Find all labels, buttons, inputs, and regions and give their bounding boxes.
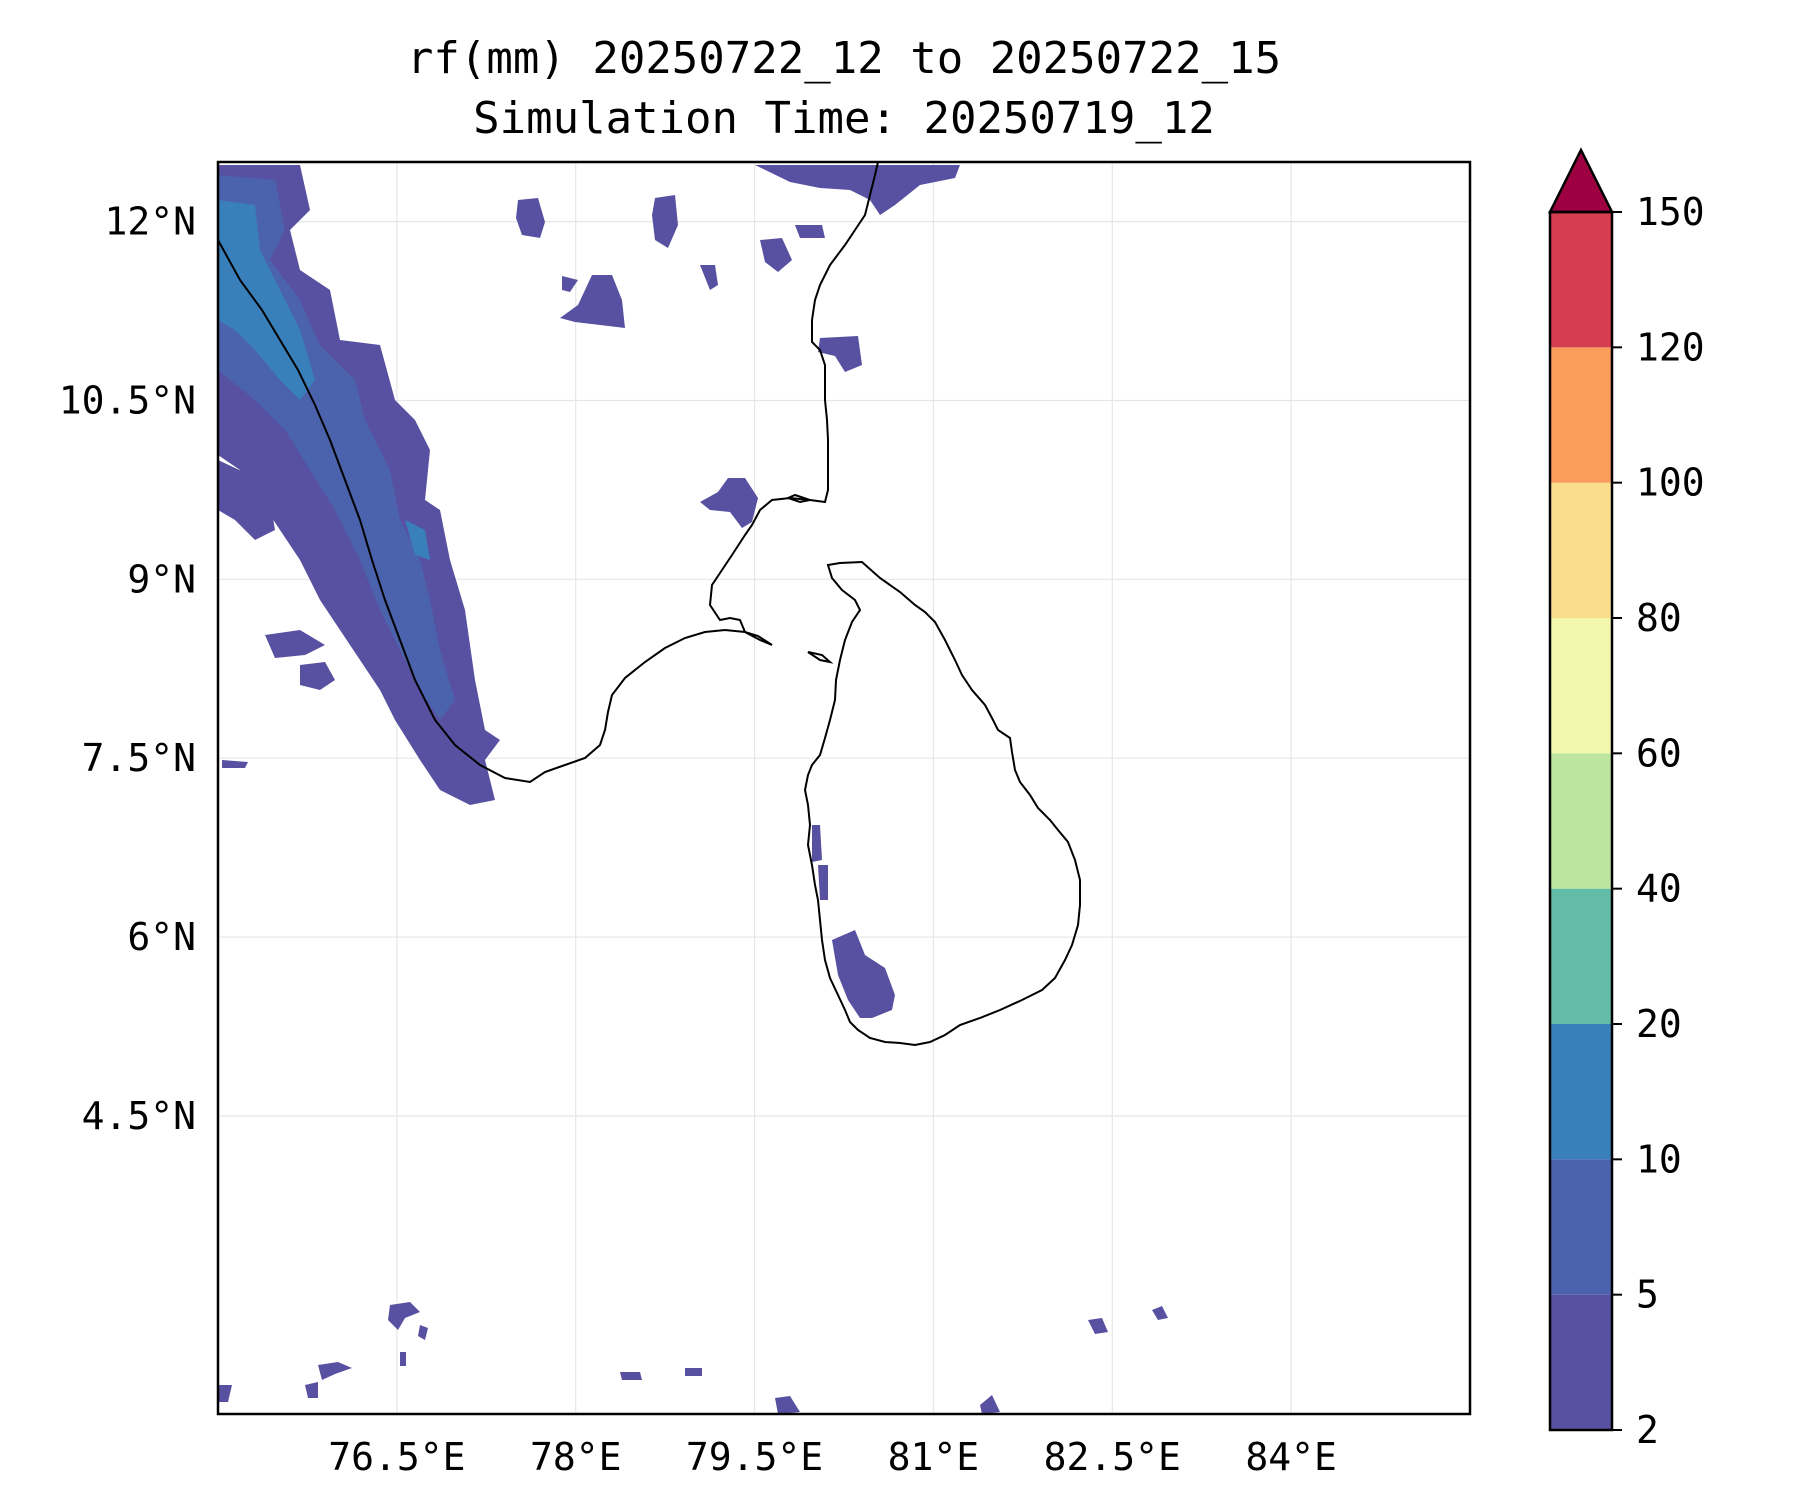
lat-tick-label: 4.5°N bbox=[82, 1094, 196, 1138]
rainfall-patch-north-6 bbox=[818, 336, 862, 372]
lat-tick-label: 9°N bbox=[127, 557, 196, 601]
map-background bbox=[218, 162, 1470, 1414]
rainfall-patch-south-8 bbox=[400, 1352, 406, 1366]
lon-tick-label: 82.5°E bbox=[1044, 1435, 1181, 1479]
colorbar-bin bbox=[1550, 1159, 1612, 1295]
rainfall-patch-palk-bay bbox=[700, 478, 758, 528]
rainfall-patch-north-3 bbox=[560, 275, 625, 328]
rainfall-patch-north-7 bbox=[755, 165, 960, 215]
latitude-ticks: 12°N 10.5°N 9°N 7.5°N 6°N 4.5°N bbox=[59, 200, 196, 1138]
lat-tick-label: 12°N bbox=[104, 200, 196, 244]
rainfall-patch-south-1 bbox=[388, 1302, 420, 1330]
longitude-ticks: 76.5°E 78°E 79.5°E 81°E 82.5°E 84°E bbox=[328, 1435, 1337, 1479]
colorbar-tick-label: 120 bbox=[1636, 325, 1705, 369]
lon-tick-label: 79.5°E bbox=[686, 1435, 823, 1479]
coastline-india bbox=[218, 162, 879, 784]
rainfall-patch-offshore-3 bbox=[300, 662, 335, 690]
rainfall-patch-north-5 bbox=[795, 225, 825, 238]
lat-tick-label: 7.5°N bbox=[82, 736, 196, 780]
rainfall-patch-sri-lanka-west-2 bbox=[818, 865, 828, 900]
lon-tick-label: 78°E bbox=[530, 1435, 622, 1479]
lon-tick-label: 84°E bbox=[1245, 1435, 1337, 1479]
rainfall-patch-south-3 bbox=[1088, 1318, 1108, 1334]
colorbar: 2 5 10 20 40 60 80 100 120 150 bbox=[1547, 147, 1705, 1452]
coastline bbox=[218, 162, 1081, 1047]
colorbar-tick-label: 80 bbox=[1636, 596, 1682, 640]
rainfall-patch-south-7 bbox=[418, 1325, 428, 1340]
rainfall-patch-south-12 bbox=[218, 1385, 232, 1402]
lon-tick-label: 76.5°E bbox=[328, 1435, 465, 1479]
rainfall-patch-south-2 bbox=[318, 1362, 352, 1380]
rainfall-patch-sri-lanka-southwest bbox=[832, 930, 895, 1018]
rainfall-patch-south-10 bbox=[685, 1368, 702, 1376]
colorbar-tick-label: 5 bbox=[1636, 1273, 1659, 1317]
colorbar-bin bbox=[1550, 888, 1612, 1024]
rainfall-patch-sri-lanka-west bbox=[812, 825, 822, 862]
coastline-mannar-island bbox=[807, 651, 834, 664]
colorbar-bin bbox=[1550, 1294, 1612, 1430]
colorbar-tick-label: 40 bbox=[1636, 867, 1682, 911]
colorbar-bin bbox=[1550, 618, 1612, 754]
colorbar-tick-label: 150 bbox=[1636, 190, 1705, 234]
colorbar-bin bbox=[1550, 347, 1612, 483]
rainfall-area-west-coast-heavy bbox=[218, 200, 315, 400]
rainfall-patch-north-2 bbox=[652, 195, 678, 248]
colorbar-bin bbox=[1550, 482, 1612, 618]
rainfall-patch-north-8 bbox=[700, 265, 718, 290]
colorbar-bin bbox=[1550, 1024, 1612, 1160]
colorbar-tick-label: 100 bbox=[1636, 461, 1705, 505]
rainfall-patch-south-6 bbox=[980, 1395, 1000, 1414]
map-subtitle: Simulation Time: 20250719_12 bbox=[473, 93, 1215, 144]
lat-tick-label: 6°N bbox=[127, 915, 196, 959]
rainfall-patch-south-9 bbox=[620, 1372, 642, 1380]
map-title: rf(mm) 20250722_12 to 20250722_15 bbox=[406, 33, 1282, 84]
colorbar-tick-label: 10 bbox=[1636, 1137, 1682, 1181]
coastline-sri-lanka bbox=[803, 560, 1081, 1047]
rainfall-patch-offshore-4 bbox=[222, 760, 248, 768]
rainfall-patch-south-4 bbox=[1152, 1306, 1168, 1320]
colorbar-extend-arrow bbox=[1547, 147, 1615, 214]
lon-tick-label: 81°E bbox=[888, 1435, 980, 1479]
rainfall-patch-north-1 bbox=[516, 198, 545, 238]
rainfall-patch-north-9 bbox=[562, 276, 578, 292]
rainfall-patch-offshore-1 bbox=[218, 460, 275, 540]
coastline-rameswaram bbox=[785, 493, 814, 504]
colorbar-bin bbox=[1550, 753, 1612, 889]
colorbar-tick-label: 2 bbox=[1636, 1408, 1659, 1452]
colorbar-tick-label: 60 bbox=[1636, 731, 1682, 775]
colorbar-frame bbox=[1548, 210, 1614, 1432]
lat-tick-label: 10.5°N bbox=[59, 378, 196, 422]
rainfall-patch-north-4 bbox=[760, 238, 792, 272]
colorbar-tick-label: 20 bbox=[1636, 1002, 1682, 1046]
rainfall-patch-south-5 bbox=[775, 1396, 800, 1414]
map-frame bbox=[216, 160, 1472, 1416]
rainfall-area-west-coast-heavy-2 bbox=[405, 520, 430, 560]
rainfall-patch-offshore-2 bbox=[265, 630, 325, 658]
colorbar-bin bbox=[1550, 212, 1612, 348]
rainfall-patch-south-11 bbox=[305, 1382, 318, 1398]
rainfall-field bbox=[218, 165, 1168, 1414]
